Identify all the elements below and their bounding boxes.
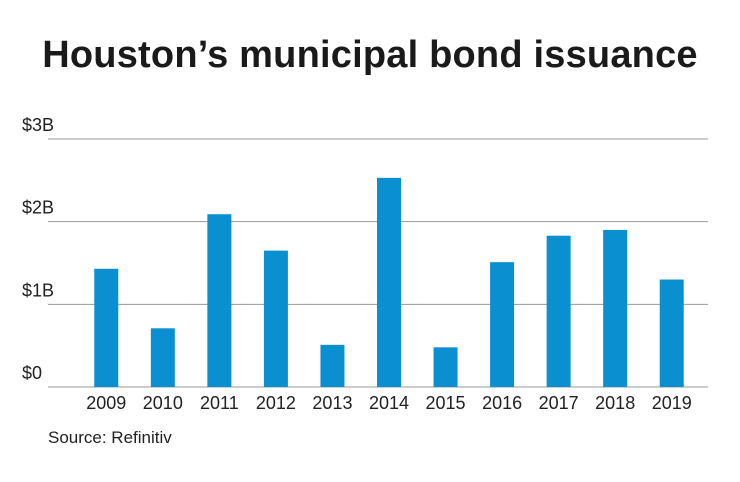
chart-title: Houston’s municipal bond issuance: [42, 34, 698, 76]
y-tick-label: $2B: [22, 198, 54, 218]
bar-2015: [433, 347, 458, 387]
bar-2011: [207, 214, 232, 387]
x-tick-label: 2018: [595, 393, 635, 413]
bars: [94, 177, 684, 387]
y-tick-label: $1B: [22, 280, 54, 300]
x-axis-ticks: 2009 2010 2011 2012 2013 2014 2015 2016 2017 2018…: [86, 393, 692, 413]
y-tick-label: $3B: [22, 115, 54, 135]
bar-2017: [546, 235, 571, 387]
x-tick-label: 2015: [426, 393, 466, 413]
y-tick-label: $0: [22, 363, 42, 383]
x-tick-label: 2012: [256, 393, 296, 413]
x-tick-label: 2011: [200, 393, 239, 413]
x-tick-label: 2019: [652, 393, 692, 413]
y-axis-ticks: $0 $1B $2B $3B: [22, 115, 54, 383]
x-tick-label: 2010: [143, 393, 183, 413]
bar-2010: [150, 328, 175, 387]
bar-2013: [320, 344, 345, 387]
bar-2018: [603, 229, 628, 387]
bar-2016: [490, 262, 515, 387]
bar-2009: [94, 268, 119, 387]
x-tick-label: 2017: [539, 393, 579, 413]
x-tick-label: 2016: [482, 393, 522, 413]
x-tick-label: 2013: [312, 393, 352, 413]
x-tick-label: 2009: [86, 393, 126, 413]
bar-2012: [263, 250, 288, 387]
source-note: Source: Refinitiv: [48, 428, 172, 447]
bar-2019: [659, 279, 684, 387]
bar-2014: [377, 177, 401, 387]
x-tick-label: 2014: [369, 393, 409, 413]
